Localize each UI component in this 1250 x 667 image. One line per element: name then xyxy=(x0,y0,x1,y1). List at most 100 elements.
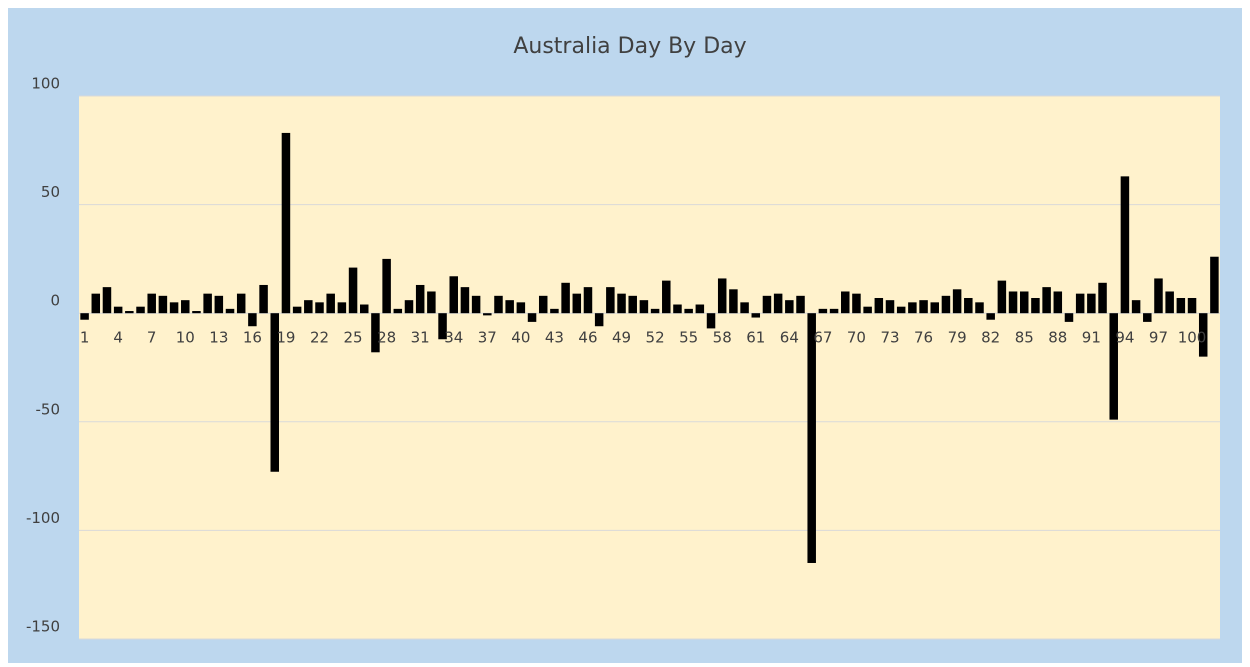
bar xyxy=(617,293,626,314)
bar xyxy=(270,313,280,472)
bar xyxy=(102,287,112,314)
x-tick-label: 16 xyxy=(243,329,262,347)
chart-title: Australia Day By Day xyxy=(513,34,746,59)
bar xyxy=(259,284,268,314)
bar xyxy=(1143,313,1152,322)
bar xyxy=(740,302,749,314)
bar xyxy=(460,287,470,314)
bar xyxy=(863,306,872,314)
bar xyxy=(751,313,761,318)
x-tick-label: 73 xyxy=(880,329,899,347)
bar xyxy=(773,293,783,314)
bar xyxy=(225,308,235,314)
bar xyxy=(684,308,693,314)
bar xyxy=(91,293,101,314)
bar xyxy=(337,302,347,314)
bar xyxy=(516,302,526,314)
bar xyxy=(1109,313,1118,420)
bar xyxy=(404,300,414,314)
bar xyxy=(1053,291,1063,314)
bar xyxy=(158,295,168,314)
bar xyxy=(438,313,447,340)
x-tick-label: 55 xyxy=(679,329,698,347)
bar xyxy=(1165,291,1174,314)
bar xyxy=(650,308,660,314)
bar xyxy=(505,300,514,314)
bar xyxy=(1098,282,1107,314)
bar xyxy=(236,293,246,314)
bar xyxy=(1019,291,1029,314)
bar xyxy=(1008,291,1018,314)
bar xyxy=(393,308,403,314)
x-tick-label: 46 xyxy=(578,329,597,347)
x-tick-label: 19 xyxy=(276,329,295,347)
bar xyxy=(304,300,313,314)
bar xyxy=(147,293,156,314)
bar xyxy=(975,302,984,314)
y-tick-label: -50 xyxy=(36,400,61,418)
bar xyxy=(997,280,1007,314)
bar xyxy=(527,313,537,322)
bar xyxy=(1031,297,1040,314)
x-tick-label: 52 xyxy=(646,329,665,347)
bar xyxy=(113,306,123,314)
bar xyxy=(471,295,481,314)
bar xyxy=(494,295,503,314)
x-tick-label: 76 xyxy=(914,329,933,347)
x-tick-label: 67 xyxy=(813,329,832,347)
bar xyxy=(326,293,335,314)
x-tick-label: 43 xyxy=(545,329,564,347)
bar xyxy=(717,278,727,314)
bar xyxy=(818,308,828,314)
bar xyxy=(930,302,940,314)
x-tick-label: 70 xyxy=(847,329,866,347)
bar xyxy=(594,313,604,327)
bar xyxy=(214,295,224,314)
x-tick-label: 13 xyxy=(209,329,228,347)
x-tick-label: 82 xyxy=(981,329,1000,347)
x-tick-label: 88 xyxy=(1048,329,1067,347)
bar xyxy=(841,291,850,314)
bar xyxy=(583,287,593,314)
x-tick-label: 64 xyxy=(780,329,799,347)
bar xyxy=(1042,287,1051,314)
x-tick-label: 10 xyxy=(176,329,195,347)
bar xyxy=(852,293,861,314)
bar xyxy=(986,313,995,320)
bar xyxy=(292,306,302,314)
y-tick-label: 100 xyxy=(31,75,60,93)
bar xyxy=(538,295,548,314)
x-tick-label: 94 xyxy=(1115,329,1134,347)
bar xyxy=(1087,293,1096,314)
bar xyxy=(181,300,190,314)
bar xyxy=(415,284,425,314)
bar xyxy=(1176,297,1186,314)
x-tick-label: 85 xyxy=(1015,329,1034,347)
x-tick-label: 28 xyxy=(377,329,396,347)
x-tick-label: 100 xyxy=(1178,329,1207,347)
x-tick-label: 97 xyxy=(1149,329,1168,347)
bar xyxy=(1154,278,1163,314)
bar xyxy=(807,313,816,563)
bar xyxy=(628,295,637,314)
bar xyxy=(203,293,212,314)
bar xyxy=(348,267,358,314)
y-tick-label: 50 xyxy=(41,183,60,201)
bar xyxy=(1198,313,1208,357)
x-tick-label: 7 xyxy=(147,329,157,347)
bar xyxy=(371,313,380,353)
x-tick-label: 49 xyxy=(612,329,631,347)
bar xyxy=(1064,313,1074,322)
bar xyxy=(639,300,649,314)
bar xyxy=(885,300,895,314)
x-tick-label: 40 xyxy=(511,329,530,347)
bar xyxy=(427,291,436,314)
bar xyxy=(952,289,962,314)
x-tick-label: 4 xyxy=(113,329,123,347)
bar xyxy=(964,297,973,314)
bar xyxy=(483,313,492,316)
bar xyxy=(908,302,917,314)
bar xyxy=(572,293,582,314)
bar xyxy=(136,306,145,314)
